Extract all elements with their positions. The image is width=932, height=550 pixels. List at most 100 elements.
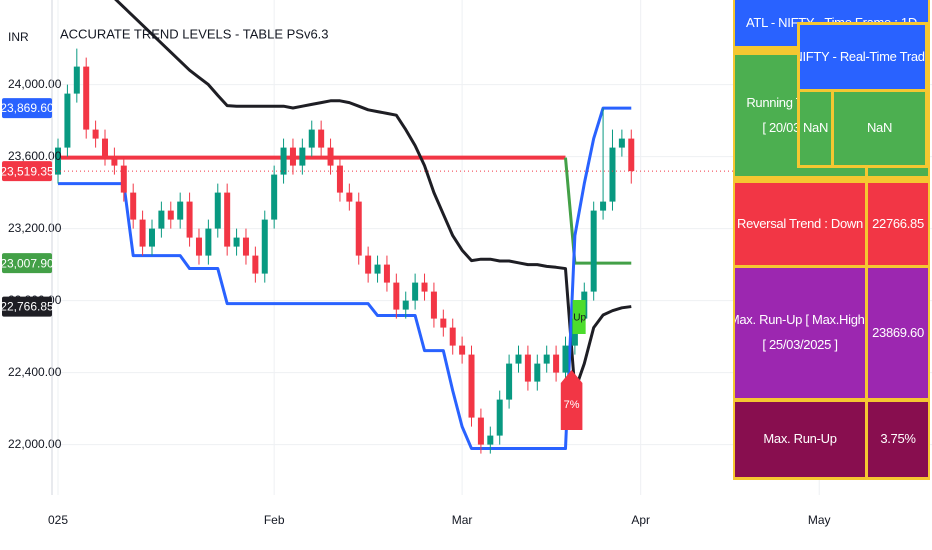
table-cell: NaN <box>834 92 925 165</box>
cell-text: 22766.85 <box>872 215 924 231</box>
cell-text: NaN <box>866 120 893 136</box>
candle-body <box>346 192 353 202</box>
price-tag <box>2 296 52 317</box>
candle-body <box>299 147 306 166</box>
candle-body <box>318 129 325 148</box>
candle-body <box>158 210 165 229</box>
candle-body <box>289 147 296 166</box>
candle-body <box>600 201 607 211</box>
candle-body <box>233 237 240 247</box>
candle-body <box>609 147 616 202</box>
candle-body <box>139 219 146 247</box>
candle-body <box>130 192 137 220</box>
cell-text: [ 25/03/2025 ] <box>762 337 838 352</box>
x-tick-label: Apr <box>631 513 650 527</box>
candle-body <box>261 219 268 274</box>
candle-body <box>402 300 409 310</box>
candle-body <box>55 147 62 175</box>
cell-text: NaN <box>802 120 829 136</box>
candle-body <box>92 129 99 139</box>
signal-label <box>572 300 586 334</box>
candle-body <box>374 264 381 274</box>
candle-body <box>618 138 625 148</box>
y-tick-label: 22,000.00 <box>8 437 62 451</box>
candle-body <box>280 147 287 175</box>
plot-area: Up 7% <box>52 0 932 454</box>
price-tag-label: 22,766.85 <box>0 300 54 314</box>
x-tick-label: Mar <box>452 513 473 527</box>
candle-body <box>186 201 193 238</box>
table-cell: Reversal Trend : Down <box>735 183 865 265</box>
table-cell: 23869.60 <box>868 268 928 398</box>
candle-body <box>496 399 503 436</box>
price-tag-label: 23,869.60 <box>0 101 54 115</box>
price-tag-label: 23,007.90 <box>0 256 54 270</box>
y-tick-label: 22,400.00 <box>8 365 62 379</box>
realtime-table: NIFTY - Real-Time Trade NaN NaN <box>797 22 928 168</box>
candle-body <box>393 282 400 310</box>
signal-text: 7% <box>564 399 580 411</box>
table-cell: 22766.85 <box>868 183 928 265</box>
price-tag <box>2 98 52 119</box>
candle-body <box>120 165 127 193</box>
candle-body <box>590 210 597 292</box>
trend-line <box>563 157 632 265</box>
y-tick-label: 24,000.00 <box>8 77 62 91</box>
cell-text: 23869.60 <box>872 324 924 340</box>
candle-body <box>562 345 569 373</box>
candle-body <box>214 192 221 229</box>
candle-body <box>73 66 80 94</box>
table-cell: NIFTY - Real-Time Trade <box>800 25 925 89</box>
signal-label <box>560 370 583 430</box>
candle-body <box>111 156 118 166</box>
price-tag <box>2 161 52 182</box>
candle-body <box>553 354 560 373</box>
candle-body <box>515 354 522 364</box>
candle-body <box>628 138 635 172</box>
candle-body <box>524 354 531 382</box>
candle-body <box>449 327 456 346</box>
candle-body <box>365 255 372 274</box>
trend-line <box>58 106 632 451</box>
y-tick-label: 23,600.00 <box>8 149 62 163</box>
cell-text: Max. Run-Up <box>763 431 837 447</box>
candle-body <box>252 255 259 274</box>
candle-body <box>83 66 90 130</box>
indicator-title: ACCURATE TREND LEVELS - TABLE PSv6.3 <box>60 26 329 41</box>
candle-body <box>383 264 390 283</box>
candle-body <box>543 354 550 364</box>
cell-text: Reversal Trend : Down <box>737 215 863 231</box>
axes: 22,000.0022,400.0022,800.0023,200.0023,6… <box>0 0 831 527</box>
candle-body <box>468 354 475 418</box>
candle-body <box>506 363 513 400</box>
trend-line <box>114 0 632 393</box>
table-cell: 3.75% <box>868 402 928 477</box>
x-tick-label: Feb <box>264 513 285 527</box>
candle-body <box>224 192 231 247</box>
candle-body <box>534 363 541 382</box>
candle-body <box>412 282 419 301</box>
candle-body <box>477 417 484 445</box>
candle-body <box>148 228 155 247</box>
cell-text: 3.75% <box>880 431 916 447</box>
currency-label: INR <box>8 30 29 44</box>
signal-text: Up <box>573 313 586 324</box>
candle-body <box>327 147 334 166</box>
candle-body <box>459 345 466 355</box>
candle-body <box>102 138 109 157</box>
candle-body <box>167 210 174 220</box>
candle-body <box>271 174 278 220</box>
candle-body <box>430 291 437 319</box>
candle-body <box>242 237 249 256</box>
table-cell: Max. Run-Up <box>735 402 865 477</box>
cell-text: Max. Run-Up [ Max.High ] <box>735 312 865 328</box>
candle-body <box>355 201 362 256</box>
x-tick-label: May <box>808 513 831 527</box>
candle-body <box>205 228 212 256</box>
table-cell: Max. Run-Up [ Max.High ] [ 25/03/2025 ] <box>735 268 865 398</box>
table-cell: NaN <box>800 92 831 165</box>
candle-body <box>440 318 447 328</box>
price-tag-label: 23,519.35 <box>0 164 54 178</box>
